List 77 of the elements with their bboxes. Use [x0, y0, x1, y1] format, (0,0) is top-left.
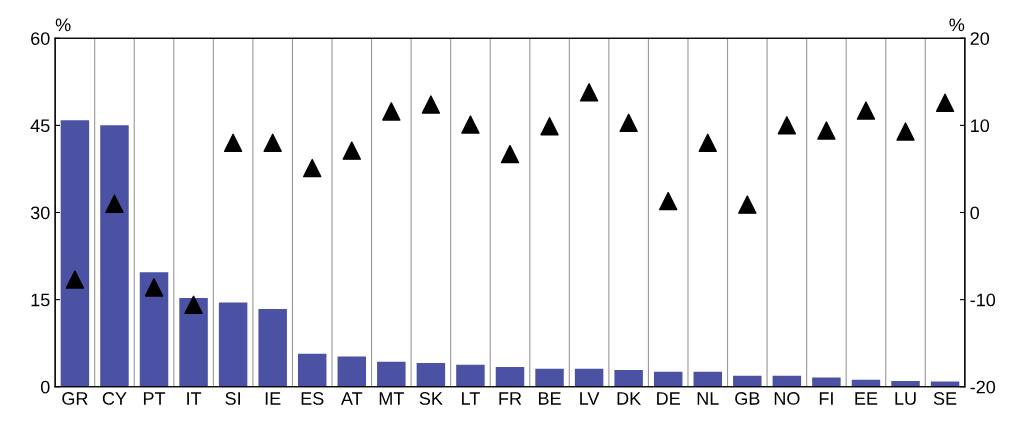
x-tick-label: LV — [580, 392, 600, 405]
point — [382, 102, 401, 121]
x-tick-label: NO — [774, 392, 800, 405]
x-tick-label: DE — [657, 392, 680, 405]
point — [461, 115, 480, 134]
bar — [733, 375, 762, 387]
point — [144, 278, 164, 297]
x-tick-label: IT — [187, 392, 202, 405]
bar — [653, 371, 683, 387]
bar — [693, 371, 722, 387]
x-tick-label: IE — [265, 392, 281, 405]
x-tick-label: ES — [301, 392, 324, 405]
y2-tick-label: -20 — [970, 380, 996, 394]
point — [65, 270, 85, 289]
x-tick-label: SI — [225, 392, 240, 405]
y-axis-title: % — [55, 18, 71, 32]
x-tick-label: GB — [735, 392, 760, 405]
bar — [179, 297, 208, 387]
point — [500, 144, 520, 164]
point — [184, 295, 203, 315]
point — [777, 116, 797, 135]
point — [105, 194, 124, 213]
x-tick-label: PT — [143, 392, 166, 405]
point — [223, 133, 243, 153]
bar — [337, 356, 367, 387]
point — [698, 133, 717, 153]
point — [579, 83, 599, 102]
x-tick-label: BE — [538, 392, 561, 405]
bar — [139, 272, 169, 387]
x-tick-label: EE — [855, 392, 878, 405]
bar — [60, 120, 90, 387]
y2-tick-label: 10 — [971, 119, 990, 133]
point — [303, 158, 322, 178]
point — [540, 117, 559, 136]
x-tick-label: SE — [933, 392, 957, 405]
bar — [100, 125, 129, 387]
y2-tick-label: 20 — [970, 32, 990, 45]
y2-axis-title: % — [949, 18, 965, 32]
x-tick-label: GR — [62, 392, 88, 405]
y-tick-label: 45 — [30, 119, 50, 133]
y-tick-label: 0 — [40, 380, 50, 394]
point — [935, 93, 955, 112]
point — [817, 121, 836, 140]
x-tick-label: AT — [340, 392, 363, 405]
y2-tick-label: -10 — [970, 293, 996, 307]
x-tick-label: MT — [379, 392, 404, 405]
y-tick-label: 60 — [31, 32, 50, 45]
point — [421, 95, 441, 114]
y2-tick-label: 0 — [970, 206, 980, 220]
point — [658, 191, 678, 211]
point — [738, 195, 757, 214]
bar — [812, 377, 841, 387]
bar — [258, 308, 287, 387]
x-tick-label: LT — [462, 392, 480, 405]
bar — [297, 353, 327, 387]
bar — [218, 302, 248, 387]
y-tick-label: 15 — [31, 293, 50, 307]
x-tick-label: LU — [895, 392, 916, 405]
x-tick-label: FR — [499, 392, 522, 405]
bar — [574, 368, 604, 387]
bar — [377, 361, 406, 387]
bar — [614, 369, 643, 387]
point — [263, 133, 282, 153]
y-tick-label: 30 — [30, 206, 50, 220]
point — [896, 122, 915, 141]
bar — [535, 368, 564, 387]
bar — [495, 367, 525, 387]
x-tick-label: NL — [697, 392, 719, 405]
bar — [456, 364, 485, 387]
x-tick-label: CY — [102, 392, 127, 405]
point — [619, 113, 638, 132]
x-tick-label: SK — [419, 392, 443, 405]
point — [856, 101, 876, 120]
bar — [416, 362, 446, 387]
x-tick-label: DK — [617, 392, 641, 405]
x-tick-label: FI — [819, 392, 833, 405]
point — [342, 141, 361, 160]
